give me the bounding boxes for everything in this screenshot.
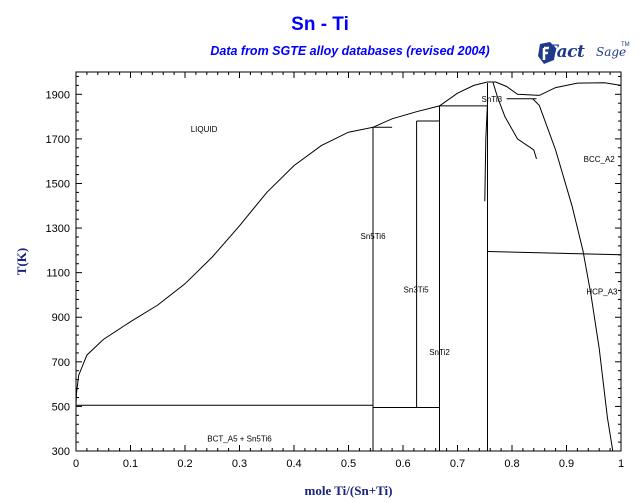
region-label: Sn5Ti6 (360, 232, 386, 241)
y-axis-label: T(K) (14, 248, 29, 275)
y-tick-label: 1300 (46, 223, 70, 235)
factsage-logo: Fact Sage TM (536, 38, 630, 72)
region-label: SnTi2 (429, 348, 450, 357)
region-label: Sn3Ti5 (404, 285, 430, 294)
x-tick-label: 0 (73, 458, 79, 470)
phase-boundary-line (484, 83, 488, 202)
region-label: BCT_A5 + Sn5Ti6 (207, 435, 272, 444)
y-tick-label: 1700 (46, 134, 70, 146)
x-tick-label: 0.2 (177, 458, 192, 470)
logo-text-secondary: Sage (596, 45, 627, 59)
x-axis-label: mole Ti/(Sn+Ti) (305, 483, 393, 498)
y-tick-label: 700 (52, 357, 70, 369)
region-label: SnTi3 (482, 95, 503, 104)
x-tick-label: 0.6 (395, 458, 410, 470)
x-tick-label: 0.3 (232, 458, 247, 470)
phase-boundary-line (75, 126, 374, 406)
y-tick-label: 1900 (46, 89, 70, 101)
x-tick-label: 0.9 (559, 458, 574, 470)
y-tick-label: 1500 (46, 178, 70, 190)
factsage-logo-icon (538, 42, 556, 64)
y-tick-label: 1100 (46, 268, 70, 280)
x-tick-label: 0.4 (286, 458, 301, 470)
logo-trademark: TM (621, 42, 630, 48)
x-tick-label: 1 (618, 458, 624, 470)
phase-boundary-line (492, 81, 537, 160)
region-label: LIQUID (191, 125, 218, 134)
x-tick-label: 0.5 (341, 458, 356, 470)
phase-boundary-line (487, 251, 622, 256)
x-tick-label: 0.1 (123, 458, 138, 470)
chart-subtitle: Data from SGTE alloy databases (revised … (210, 44, 490, 58)
region-label: HCP_A3 (586, 288, 618, 297)
y-tick-label: 900 (52, 312, 70, 324)
chart-title: Sn - Ti (291, 14, 349, 35)
logo-text-main: Fact (546, 42, 585, 62)
phase-boundary-line (532, 98, 614, 452)
y-tick-label: 500 (52, 401, 70, 413)
phase-boundary-line (372, 81, 622, 128)
y-tick-label: 300 (52, 446, 70, 458)
plot-frame (75, 71, 622, 452)
x-tick-label: 0.7 (450, 458, 465, 470)
region-label: BCC_A2 (584, 155, 616, 164)
x-tick-label: 0.8 (504, 458, 519, 470)
